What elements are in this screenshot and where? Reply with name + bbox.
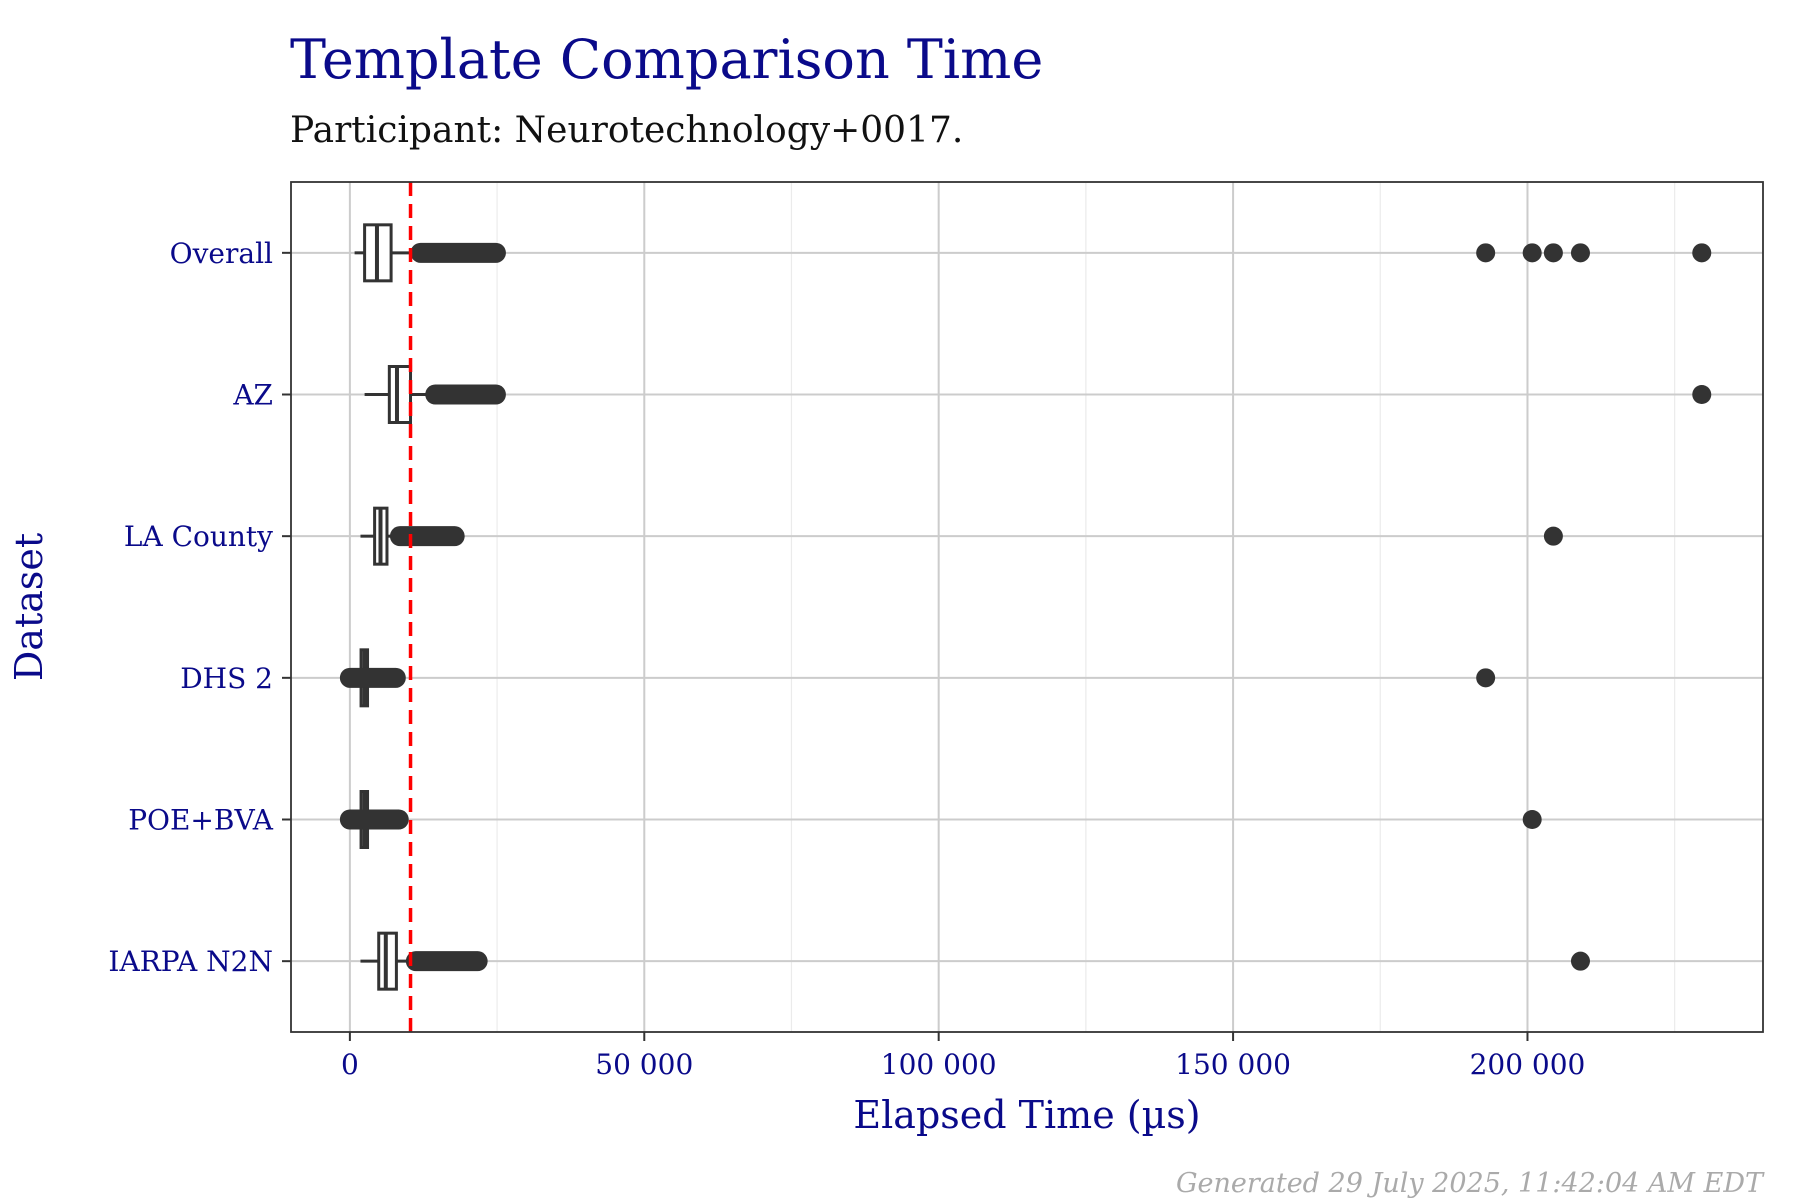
x-axis: 0 50 000 100 000 150 000 200 000 [341,1032,1585,1081]
y-tick-label: LA County [124,520,273,553]
y-tick-label: IARPA N2N [108,945,273,978]
x-tick-label: 100 000 [881,1048,997,1081]
outlier-point [1692,243,1712,263]
x-tick-label: 200 000 [1470,1048,1586,1081]
outlier-point [1570,243,1590,263]
outlier-point [1692,385,1712,404]
chart-subtitle: Participant: Neurotechnology+0017. [290,110,963,151]
plot-panel [291,182,1763,1032]
chart-title: Template Comparison Time [290,28,1043,91]
y-tick-label: AZ [232,379,273,412]
caption: Generated 29 July 2025, 11:42:04 AM EDT [1176,1168,1765,1199]
y-axis-title: Dataset [7,533,51,681]
boxplot-overall [354,223,1712,283]
boxplot-dhs-2 [339,648,1496,708]
outlier-point [1543,243,1563,263]
box [387,365,413,424]
boxplot-az [364,365,1712,424]
y-tick-label: DHS 2 [180,662,273,695]
boxplot-poe-bva [339,790,1542,849]
x-tick-label: 50 000 [595,1048,693,1081]
outlier-point [1522,810,1542,829]
outlier-point [1543,526,1563,546]
outlier-point [1570,951,1590,971]
outlier-point [1476,243,1496,263]
x-tick-label: 0 [341,1048,359,1081]
x-tick-label: 150 000 [1175,1048,1291,1081]
y-axis: Overall AZ LA County DHS 2 POE+BVA IARPA N2N [108,237,291,978]
outlier-point [1476,668,1496,688]
grid-lines [291,182,1763,1032]
y-tick-label: POE+BVA [128,804,274,837]
x-axis-title: Elapsed Time (µs) [853,1093,1200,1137]
plot-panel-border [290,181,1764,1033]
y-tick-label: Overall [170,237,273,270]
boxplot-iarpa-n2n [360,931,1590,991]
outlier-point [1522,243,1542,263]
